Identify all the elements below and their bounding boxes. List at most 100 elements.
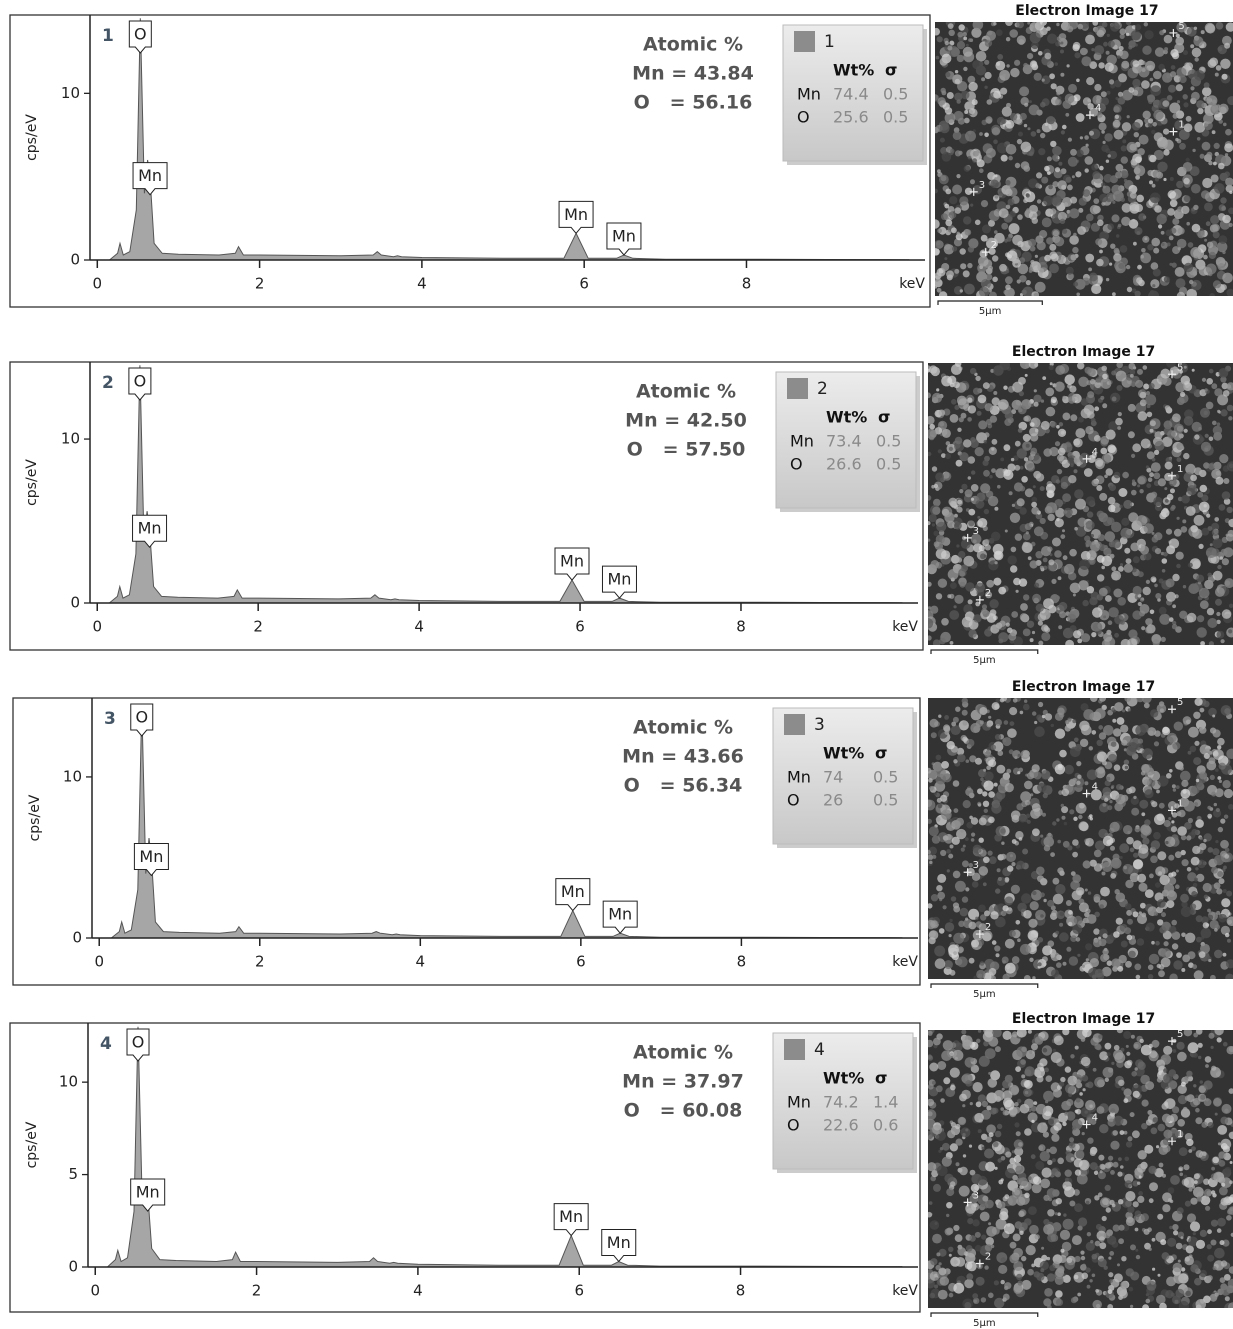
grain	[1036, 172, 1042, 178]
table-element: Mn	[790, 432, 814, 451]
grain	[1193, 1053, 1198, 1058]
x-tick-label: 8	[736, 618, 746, 636]
grain	[1181, 789, 1191, 799]
grain	[1193, 1232, 1196, 1235]
grain	[1068, 138, 1072, 142]
grain	[1004, 1100, 1014, 1110]
grain	[1170, 1114, 1178, 1122]
grain	[1167, 430, 1176, 439]
grain	[1159, 1163, 1164, 1168]
grain	[1125, 961, 1132, 968]
grain	[955, 1234, 963, 1242]
grain	[1161, 243, 1164, 246]
grain	[1005, 411, 1013, 419]
table-value: 26.6	[826, 455, 862, 474]
grain	[1002, 107, 1012, 117]
grain	[1073, 282, 1078, 287]
grain	[1169, 926, 1177, 934]
grain	[1021, 1256, 1026, 1261]
grain	[1167, 733, 1177, 743]
grain	[928, 778, 933, 783]
grain	[1220, 819, 1225, 824]
grain	[1060, 534, 1065, 539]
grain	[1153, 71, 1162, 80]
grain	[1118, 412, 1122, 416]
grain	[1183, 50, 1188, 55]
grain	[1120, 1281, 1128, 1289]
grain	[1223, 889, 1227, 893]
grain	[1026, 208, 1030, 212]
grain	[990, 180, 999, 189]
grain	[1174, 424, 1184, 434]
grain	[1198, 1056, 1201, 1059]
peak-label-text: O	[135, 708, 148, 727]
grain	[1103, 615, 1106, 618]
grain	[1116, 234, 1119, 237]
grain	[1044, 1068, 1049, 1073]
grain	[1190, 1264, 1198, 1272]
grain	[1058, 162, 1062, 166]
y-tick-label: 0	[72, 929, 82, 947]
grain	[1098, 1034, 1103, 1039]
grain	[1077, 226, 1086, 235]
grain	[957, 41, 965, 49]
grain	[1200, 600, 1209, 609]
grain	[1118, 73, 1127, 82]
grain	[1140, 1039, 1144, 1043]
grain	[1162, 1192, 1172, 1202]
grain	[1047, 156, 1052, 161]
grain	[1190, 247, 1201, 258]
grain	[1114, 1052, 1125, 1063]
grain	[1223, 390, 1230, 397]
grain	[992, 127, 1000, 135]
grain	[980, 1212, 990, 1222]
grain	[1219, 504, 1226, 511]
grain	[1119, 505, 1123, 509]
grain	[1060, 73, 1064, 77]
grain	[1111, 741, 1117, 747]
grain	[1194, 970, 1204, 980]
grain	[978, 1029, 981, 1032]
grain	[932, 466, 937, 471]
grain	[1019, 837, 1023, 841]
grain	[1080, 1251, 1084, 1255]
peak-label-text: Mn	[138, 166, 162, 185]
grain	[1074, 489, 1083, 498]
grain	[1217, 745, 1221, 749]
grain	[1001, 223, 1008, 230]
grain	[991, 1245, 994, 1248]
grain	[1204, 1098, 1212, 1106]
grain	[1035, 255, 1038, 258]
point-label: 3	[979, 180, 985, 191]
grain	[1006, 144, 1017, 155]
grain	[1093, 1068, 1097, 1072]
grain	[1219, 878, 1225, 884]
peak-label-text: Mn	[607, 1233, 631, 1252]
grain	[1181, 526, 1188, 533]
grain	[1138, 571, 1144, 577]
grain	[1199, 951, 1206, 958]
grain	[1110, 1108, 1115, 1113]
grain	[1183, 178, 1189, 184]
grain	[1209, 757, 1216, 764]
grain	[1218, 914, 1227, 923]
x-axis-label: keV	[892, 954, 918, 970]
grain	[1214, 803, 1217, 806]
grain	[1050, 421, 1057, 428]
grain	[1095, 458, 1103, 466]
grain	[928, 1031, 933, 1036]
grain	[1129, 201, 1139, 211]
grain	[976, 51, 987, 62]
grain	[941, 550, 950, 559]
grain	[1223, 478, 1229, 484]
grain	[1024, 700, 1027, 703]
grain	[991, 468, 996, 473]
grain	[1132, 610, 1141, 619]
grain	[1086, 521, 1095, 530]
grain	[1188, 951, 1196, 959]
grain	[977, 788, 983, 794]
grain	[973, 543, 982, 552]
grain	[1113, 1162, 1119, 1168]
grain	[1023, 594, 1029, 600]
grain	[1200, 485, 1208, 493]
